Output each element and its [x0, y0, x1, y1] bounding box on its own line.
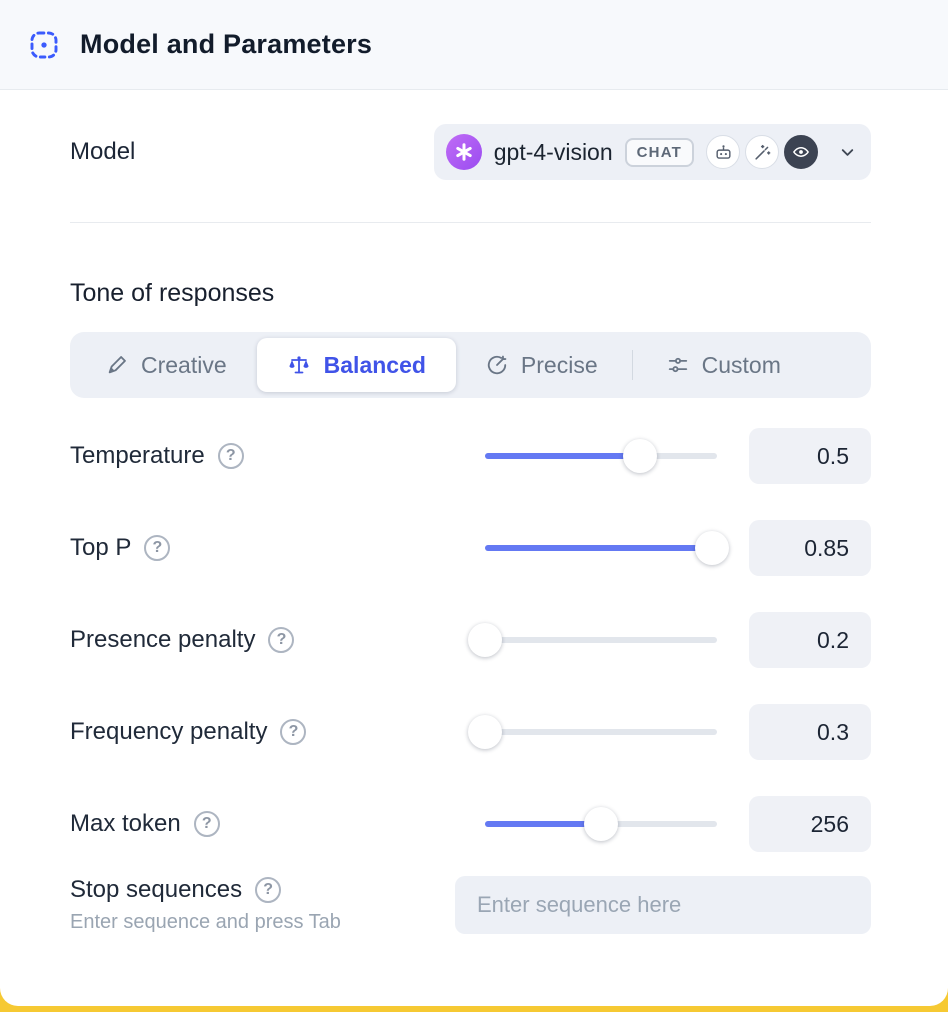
target-icon [486, 354, 508, 376]
top-p-row: Top P ? 0.85 [70, 502, 871, 594]
pen-icon [106, 354, 128, 376]
tone-section-title: Tone of responses [70, 279, 275, 307]
tone-option-precise[interactable]: Precise [456, 338, 628, 392]
tone-option-label: Creative [141, 351, 227, 378]
help-icon[interactable]: ? [193, 811, 220, 837]
tone-option-label: Precise [520, 351, 598, 378]
top-p-slider[interactable] [485, 530, 730, 566]
robot-icon [706, 135, 740, 169]
stop-sequences-input[interactable] [455, 876, 871, 934]
tone-option-creative[interactable]: Creative [76, 338, 257, 392]
sliders-icon [667, 354, 689, 376]
slider-handle[interactable] [468, 623, 502, 657]
model-select-dropdown[interactable]: gpt-4-vision CHAT [433, 124, 871, 180]
tone-option-custom[interactable]: Custom [637, 338, 811, 392]
model-name: gpt-4-vision [493, 138, 613, 165]
temperature-slider[interactable] [485, 438, 717, 474]
model-row: Model gpt-4-vision CHAT [70, 124, 871, 180]
stop-sequences-hint: Enter sequence and press Tab [70, 911, 341, 933]
tone-option-label: Balanced [323, 351, 426, 378]
magic-wand-icon [745, 135, 779, 169]
presence-penalty-label: Presence penalty [70, 626, 256, 653]
temperature-label: Temperature [70, 442, 205, 469]
frequency-penalty-slider[interactable] [468, 714, 717, 750]
help-icon[interactable]: ? [268, 627, 295, 653]
frequency-penalty-label: Frequency penalty [70, 718, 268, 745]
max-token-value[interactable]: 256 [749, 796, 871, 852]
openai-logo-icon [445, 134, 482, 170]
stop-sequences-row: Stop sequences ? Enter sequence and pres… [70, 876, 871, 934]
slider-handle[interactable] [695, 531, 730, 565]
frequency-penalty-value[interactable]: 0.3 [749, 704, 871, 760]
help-icon[interactable]: ? [217, 443, 244, 469]
panel-title: Model and Parameters [80, 29, 373, 59]
presence-penalty-slider[interactable] [468, 622, 717, 658]
model-label: Model [70, 138, 136, 165]
scale-icon [287, 353, 311, 377]
max-token-label: Max token [70, 810, 181, 837]
temperature-value[interactable]: 0.5 [749, 428, 871, 484]
capability-badges [706, 135, 818, 169]
help-icon[interactable]: ? [144, 535, 171, 561]
help-icon[interactable]: ? [280, 719, 307, 745]
tone-option-label: Custom [701, 351, 781, 378]
slider-handle[interactable] [623, 439, 658, 473]
presence-penalty-row: Presence penalty ? 0.2 [70, 594, 871, 686]
model-scan-icon [28, 29, 60, 61]
slider-handle[interactable] [468, 715, 502, 749]
frequency-penalty-row: Frequency penalty ? 0.3 [70, 686, 871, 778]
chevron-down-icon[interactable] [838, 143, 857, 162]
stop-sequences-label: Stop sequences [70, 876, 243, 903]
vision-eye-icon [784, 135, 818, 169]
max-token-row: Max token ? 256 [70, 778, 871, 870]
slider-handle[interactable] [584, 807, 618, 841]
temperature-row: Temperature ? 0.5 [70, 410, 871, 502]
top-p-label: Top P [70, 534, 132, 561]
max-token-slider[interactable] [485, 806, 717, 842]
tone-segmented-control: Creative Balanced Precise Custom [70, 332, 871, 398]
section-divider [70, 222, 871, 223]
tone-option-balanced[interactable]: Balanced [256, 338, 456, 392]
help-icon[interactable]: ? [255, 877, 282, 903]
top-p-value[interactable]: 0.85 [749, 520, 871, 576]
model-type-badge: CHAT [624, 137, 694, 167]
presence-penalty-value[interactable]: 0.2 [749, 612, 871, 668]
panel-header: Model and Parameters [0, 0, 948, 90]
segment-divider [631, 350, 633, 380]
